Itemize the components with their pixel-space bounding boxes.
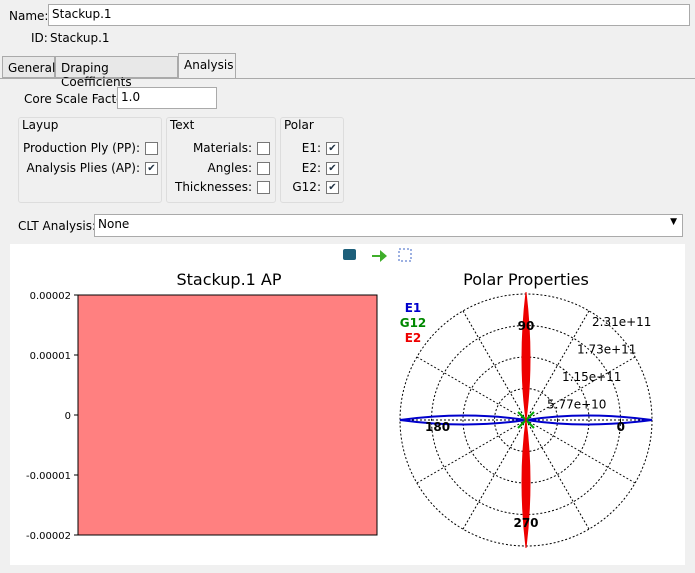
y-tick-label: 0.00002: [30, 291, 71, 302]
polar-spoke: [525, 356, 636, 421]
tab[interactable]: Draping Coefficients: [55, 56, 178, 89]
name-input[interactable]: Stackup.1: [48, 4, 690, 26]
polar-spoke: [525, 419, 590, 530]
y-tick-label: -0.00001: [26, 471, 71, 482]
polar-spoke: [462, 310, 527, 421]
y-tick-label: 0.00001: [30, 351, 71, 362]
ring-label: 1.73e+11: [577, 343, 636, 357]
checkbox-label: E1:: [301, 141, 321, 155]
tab-active[interactable]: Analysis: [178, 53, 236, 79]
ring-label: 2.31e+11: [592, 315, 651, 329]
polar-spoke: [525, 310, 590, 421]
checkbox-label: Thicknesses:: [175, 180, 252, 194]
group-box: [280, 117, 344, 203]
arrow-icon[interactable]: [372, 250, 387, 262]
checkbox-label: Materials:: [192, 141, 252, 155]
clt-value: None: [98, 217, 130, 231]
checkbox[interactable]: ✔: [326, 142, 339, 155]
checkbox[interactable]: [145, 142, 158, 155]
checkbox[interactable]: [257, 142, 270, 155]
checkbox-label: Production Ply (PP):: [22, 141, 140, 155]
core-label: Core Scale Factor:: [24, 92, 133, 106]
checkbox[interactable]: ✔: [326, 161, 339, 175]
name-label: Name:: [9, 9, 49, 23]
plot-title: Stackup.1 AP: [176, 270, 281, 289]
tab[interactable]: General: [2, 56, 55, 78]
e1-curve: [399, 414, 653, 426]
angle-label: 180: [425, 420, 450, 434]
y-tick-label: 0: [65, 411, 71, 422]
polar-spoke: [462, 419, 527, 530]
group-title: Layup: [22, 118, 59, 132]
checkbox[interactable]: ✔: [326, 181, 339, 194]
checkbox[interactable]: ✔: [145, 161, 158, 175]
checkbox[interactable]: [257, 161, 270, 175]
angle-label: 90: [518, 319, 535, 333]
group-title: Polar: [284, 118, 314, 132]
checkbox-label: Angles:: [207, 160, 252, 175]
plot-area: Stackup.1 AP 0.00002 0.00001 0 -0.00001 -0.0…: [10, 244, 685, 565]
polar-title: Polar Properties: [463, 270, 589, 289]
fit-icon[interactable]: [398, 248, 412, 262]
core-input[interactable]: 1.0: [117, 87, 217, 109]
dropdown-arrow: ▼: [670, 217, 677, 227]
camera-icon[interactable]: [343, 249, 356, 260]
checkbox[interactable]: [257, 181, 270, 194]
polar-spoke: [416, 356, 527, 421]
clt-select[interactable]: None ▼: [94, 214, 683, 237]
ring-label: 1.15e+11: [562, 370, 621, 384]
group-title: Text: [170, 118, 195, 132]
polar-spoke: [525, 419, 636, 484]
stack-rect: [77, 294, 378, 536]
angle-label: 270: [513, 516, 538, 530]
group-box: [166, 117, 276, 203]
checkbox-label: G12:: [292, 180, 321, 194]
id-label: ID:: [31, 31, 48, 45]
legend-entry: E2: [405, 331, 422, 345]
polar-spoke: [416, 419, 527, 484]
y-tick-label: -0.00002: [26, 531, 71, 542]
id-value: Stackup.1: [50, 31, 110, 45]
tab-border: [0, 78, 695, 79]
e2-curve: [521, 291, 531, 549]
group-box: [18, 117, 162, 203]
clt-label: CLT Analysis:: [18, 219, 97, 233]
angle-label: 0: [617, 420, 625, 434]
legend-entry: G12: [400, 316, 427, 330]
checkbox-label: E2:: [301, 160, 321, 175]
checkbox-label: Analysis Plies (AP):: [26, 160, 140, 175]
legend-entry: E1: [405, 301, 422, 315]
ring-label: 5.77e+10: [547, 398, 606, 412]
